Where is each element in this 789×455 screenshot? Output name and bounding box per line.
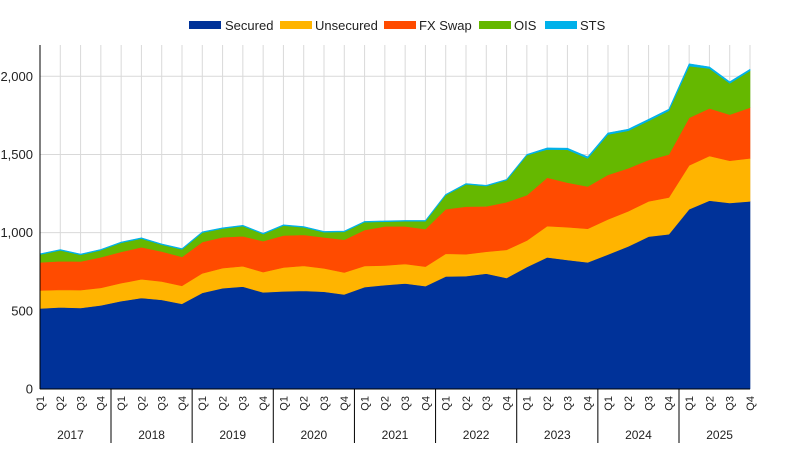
x-tick-label: Q4 [501,396,513,411]
x-year-label: 2022 [463,428,490,442]
x-tick-label: Q4 [177,396,189,411]
x-tick-label: Q1 [603,396,615,411]
x-tick-label: Q2 [704,396,716,411]
legend-label-sts: STS [580,18,606,33]
x-year-label: 2024 [625,428,652,442]
x-year-label: 2021 [382,428,409,442]
y-axis-ticks: 0 500 1,000 1,500 2,000 [0,69,33,397]
x-year-label: 2020 [301,428,328,442]
x-tick-label: Q1 [359,396,371,411]
x-tick-label: Q1 [278,396,290,411]
legend-swatch-ois [479,21,511,29]
x-year-label: 2019 [219,428,246,442]
x-tick-label: Q3 [157,396,169,411]
x-tick-label: Q3 [562,396,574,411]
x-tick-label: Q2 [55,396,67,411]
x-tick-label: Q4 [258,396,270,411]
x-tick-label: Q2 [542,396,554,411]
legend-swatch-secured [189,21,221,29]
x-year-label: 2023 [544,428,571,442]
legend-label-ois: OIS [514,18,537,33]
x-tick-label: Q2 [299,396,311,411]
legend: Secured Unsecured FX Swap OIS STS [189,18,606,33]
legend-label-fx-swap: FX Swap [419,18,472,33]
x-tick-label: Q1 [116,396,128,411]
x-tick-label: Q1 [197,396,209,411]
x-year-label: 2018 [138,428,165,442]
y-tick-label: 0 [26,382,33,397]
legend-swatch-unsecured [280,21,312,29]
y-tick-label: 1,500 [0,147,33,162]
x-tick-label: Q3 [481,396,493,411]
x-tick-label: Q2 [461,396,473,411]
legend-swatch-fx-swap [384,21,416,29]
x-year-label: 2025 [706,428,733,442]
x-axis-ticks: Q1 Q2 Q3 Q4 Q1 Q2 Q3 Q4 Q1 Q2 Q3 Q4 Q1 Q2 Q3 Q4 Q1 Q2 Q3 Q4… [35,389,757,443]
x-year-label: 2017 [57,428,84,442]
x-tick-label: Q1 [684,396,696,411]
x-tick-label: Q2 [217,396,229,411]
y-tick-label: 500 [11,303,33,318]
x-tick-label: Q1 [441,396,453,411]
y-tick-label: 1,000 [0,225,33,240]
x-tick-label: Q3 [75,396,87,411]
x-tick-label: Q3 [725,396,737,411]
x-tick-label: Q4 [664,396,676,411]
y-tick-label: 2,000 [0,69,33,84]
x-tick-label: Q3 [400,396,412,411]
series-areas [39,63,751,390]
axes [39,45,750,390]
x-tick-label: Q4 [583,396,595,411]
x-tick-label: Q3 [238,396,250,411]
x-tick-label: Q1 [522,396,534,411]
x-tick-label: Q2 [380,396,392,411]
x-tick-label: Q1 [35,396,47,411]
legend-swatch-sts [545,21,577,29]
x-tick-label: Q4 [339,396,351,411]
x-tick-label: Q2 [136,396,148,411]
legend-label-unsecured: Unsecured [315,18,378,33]
x-tick-label: Q4 [745,396,757,411]
area-sts [39,63,751,256]
x-tick-label: Q4 [96,396,108,411]
x-tick-label: Q2 [623,396,635,411]
legend-label-secured: Secured [225,18,273,33]
x-tick-label: Q3 [643,396,655,411]
x-tick-label: Q3 [319,396,331,411]
x-tick-label: Q4 [420,396,432,411]
